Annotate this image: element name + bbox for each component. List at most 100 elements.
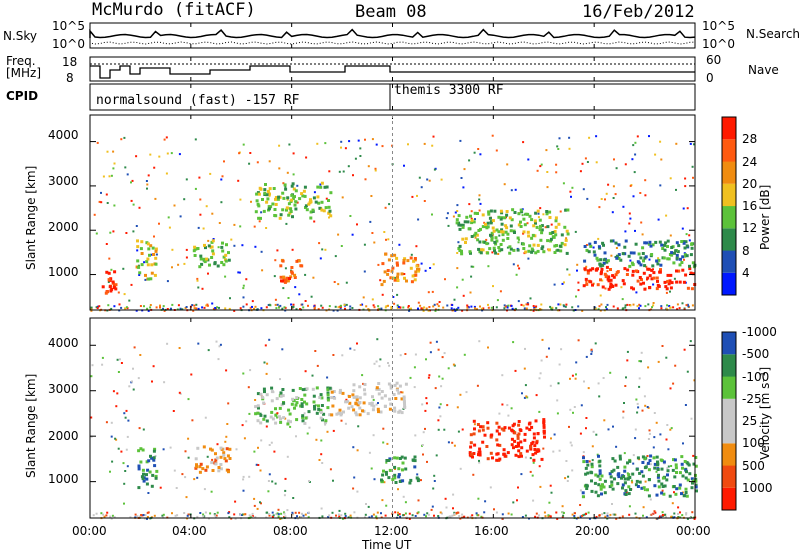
- echo-cell: [199, 257, 203, 261]
- scatter-speck: [241, 424, 244, 427]
- scatter-speck: [539, 165, 542, 168]
- ground-speck: [479, 305, 481, 308]
- ground-speck: [140, 514, 143, 516]
- scatter-speck: [637, 406, 640, 409]
- echo-cell: [140, 263, 144, 267]
- scatter-speck: [552, 450, 555, 453]
- echo-cell: [317, 404, 320, 408]
- echo-cell: [320, 200, 324, 204]
- echo-cell: [281, 191, 285, 195]
- scatter-speck: [677, 506, 680, 509]
- echo-cell: [470, 221, 474, 225]
- scatter-speck: [549, 484, 552, 487]
- echo-cell: [486, 251, 490, 255]
- scatter-speck: [373, 362, 376, 365]
- scatter-speck: [563, 281, 565, 284]
- scatter-speck: [227, 402, 230, 405]
- ground-speck: [337, 513, 340, 516]
- echo-cell: [380, 390, 384, 393]
- scatter-speck: [591, 459, 594, 462]
- scatter-speck: [383, 231, 386, 233]
- ground-speck: [214, 307, 217, 309]
- echo-cell: [516, 441, 520, 445]
- scatter-speck: [660, 307, 663, 310]
- echo-cell: [539, 224, 542, 228]
- scatter-speck: [372, 434, 375, 437]
- scatter-speck: [670, 465, 673, 467]
- echo-cell: [487, 212, 491, 216]
- scatter-speck: [443, 428, 446, 431]
- echo-cell: [256, 191, 260, 195]
- scatter-speck: [595, 433, 598, 436]
- echo-cell: [460, 252, 464, 256]
- colorbar-segment: [722, 228, 736, 251]
- scatter-speck: [251, 300, 254, 303]
- ground-speck: [672, 306, 675, 309]
- ground-speck: [253, 307, 255, 310]
- scatter-speck: [453, 298, 456, 301]
- ground-speck: [437, 305, 440, 308]
- echo-cell: [486, 221, 490, 225]
- echo-cell: [649, 454, 653, 458]
- echo-cell: [477, 247, 481, 251]
- scatter-speck: [319, 257, 322, 260]
- scatter-speck: [259, 501, 261, 504]
- echo-cell: [606, 259, 610, 263]
- scatter-speck: [441, 356, 444, 359]
- ground-speck: [113, 516, 116, 519]
- ground-speck: [480, 307, 483, 310]
- echo-cell: [585, 282, 589, 286]
- echo-cell: [549, 237, 553, 241]
- scatter-speck: [403, 164, 405, 167]
- scatter-speck: [586, 197, 589, 200]
- scatter-speck: [357, 139, 360, 142]
- echo-cell: [210, 448, 214, 452]
- scatter-speck: [541, 338, 544, 341]
- echo-cell: [278, 216, 282, 220]
- scatter-speck: [90, 306, 93, 309]
- scatter-speck: [110, 421, 113, 424]
- scatter-speck: [635, 291, 638, 294]
- echo-cell: [285, 206, 289, 210]
- echo-cell: [281, 388, 285, 391]
- echo-cell: [389, 384, 393, 388]
- scatter-speck: [436, 303, 439, 306]
- echo-cell: [584, 472, 588, 476]
- scatter-speck: [551, 306, 554, 309]
- echo-cell: [326, 393, 330, 397]
- scatter-speck: [139, 354, 142, 356]
- scatter-speck: [102, 175, 105, 178]
- echo-cell: [288, 277, 291, 280]
- scatter-speck: [604, 287, 607, 290]
- ground-speck: [364, 516, 366, 519]
- echo-cell: [628, 264, 632, 268]
- scatter-speck: [652, 304, 655, 307]
- echo-cell: [257, 406, 260, 410]
- echo-cell: [559, 249, 563, 253]
- scatter-speck: [196, 476, 199, 479]
- scatter-speck: [417, 499, 420, 502]
- scatter-speck: [564, 477, 567, 480]
- echo-cell: [145, 260, 149, 264]
- velocity-ylabel: Slant Range [km]: [24, 373, 38, 478]
- ground-speck: [423, 513, 426, 516]
- echo-cell: [279, 420, 283, 424]
- echo-cell: [505, 210, 509, 213]
- ground-speck: [197, 307, 200, 310]
- scatter-speck: [374, 167, 377, 170]
- echo-cell: [563, 243, 567, 247]
- scatter-speck: [440, 178, 443, 181]
- scatter-speck: [110, 174, 113, 177]
- scatter-speck: [166, 152, 169, 155]
- power-ylabel: Slant Range [km]: [24, 165, 38, 270]
- noise-ytick-top-right: 10^5: [702, 19, 735, 33]
- echo-cell: [469, 251, 472, 255]
- ground-speck: [573, 515, 576, 517]
- echo-cell: [393, 465, 397, 469]
- echo-cell: [409, 266, 413, 270]
- scatter-speck: [597, 382, 600, 385]
- ground-speck: [550, 307, 553, 310]
- ground-speck: [147, 309, 150, 312]
- scatter-speck: [457, 241, 460, 244]
- ground-speck: [615, 517, 618, 520]
